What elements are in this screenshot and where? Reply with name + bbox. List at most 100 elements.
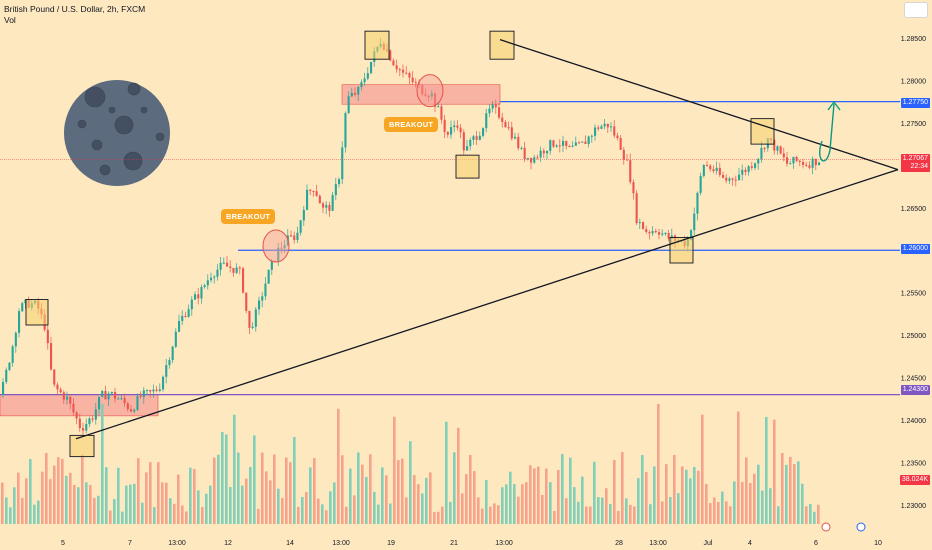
candle-body (306, 189, 309, 210)
candle-body (110, 391, 113, 394)
candle-body (798, 160, 801, 162)
candle-body (117, 398, 120, 400)
candle-body (485, 113, 488, 129)
volume-bar (269, 480, 272, 524)
volume-bar (753, 473, 756, 524)
candle-body (315, 191, 318, 196)
candle-body (184, 315, 187, 317)
volume-bar (141, 502, 144, 524)
candle-body (581, 141, 584, 143)
candle-body (101, 390, 104, 397)
volume-bar (377, 504, 380, 524)
projection-arrow-head (827, 100, 841, 111)
volume-bar (153, 507, 156, 524)
candle-body (558, 145, 561, 147)
volume-bar (113, 499, 116, 524)
candle-body (536, 157, 539, 159)
volume-bar (677, 493, 680, 524)
volume-bar (121, 511, 124, 524)
candle-body (139, 396, 142, 398)
candle-body (91, 418, 94, 420)
candle-body (702, 164, 705, 176)
candle-body (574, 142, 577, 146)
candle-body (802, 161, 805, 165)
volume-bar (325, 510, 328, 524)
candle-body (440, 106, 443, 120)
volume-bar (573, 487, 576, 524)
candle-body (5, 369, 8, 383)
candle-body (779, 146, 782, 154)
candle-body (194, 294, 197, 300)
volume-bar (653, 466, 656, 524)
volume-bar (337, 408, 340, 524)
candle-body (270, 260, 273, 270)
candle-body (514, 136, 517, 139)
candle-body (309, 189, 312, 191)
candle-body (123, 398, 126, 404)
candle-body (722, 174, 725, 178)
volume-bar (789, 456, 792, 524)
volume-bar (609, 503, 612, 524)
candle-body (267, 269, 270, 284)
volume-bar (277, 488, 280, 524)
candle-body (635, 193, 638, 224)
volume-bar (445, 421, 448, 524)
volume-bar (105, 467, 108, 524)
volume-bar (781, 452, 784, 524)
volume-bar (709, 503, 712, 524)
candle-body (178, 320, 181, 332)
volume-bar (349, 468, 352, 524)
candle-body (763, 147, 766, 149)
candle-body (216, 269, 219, 277)
volume-bar (181, 505, 184, 524)
volume-bar (81, 454, 84, 524)
volume-bar (605, 488, 608, 524)
volume-bar (13, 487, 16, 524)
volume-bar (441, 506, 444, 524)
volume-bar (73, 484, 76, 524)
breakout-circle (416, 74, 444, 108)
candle-body (395, 65, 398, 70)
candle-body (261, 296, 264, 301)
candle-body (510, 127, 513, 139)
volume-bar (261, 452, 264, 524)
candle-body (578, 142, 581, 144)
candle-body (654, 231, 657, 233)
candle-body (318, 195, 321, 204)
volume-bar (629, 504, 632, 524)
candle-body (731, 178, 734, 180)
candle-body (94, 409, 97, 420)
volume-bar (45, 452, 48, 524)
volume-bar (397, 460, 400, 524)
volume-bar (461, 493, 464, 524)
candle-body (8, 362, 11, 370)
chart-settings-button[interactable] (904, 2, 928, 18)
candle-body (130, 409, 133, 412)
candle-body (149, 390, 152, 392)
volume-bar (601, 497, 604, 524)
candle-body (66, 396, 69, 400)
volume-bar (213, 457, 216, 524)
candle-body (174, 331, 177, 347)
candle-body (501, 117, 504, 123)
volume-bar (209, 485, 212, 524)
candle-body (24, 299, 27, 304)
candle-body (21, 303, 24, 312)
candle-body (341, 147, 344, 180)
candle-body (213, 276, 216, 278)
candle-body (53, 369, 56, 385)
event-flag-icon (856, 522, 866, 532)
volume-bar (217, 454, 220, 524)
volume-bar (249, 466, 252, 524)
candle-body (181, 315, 184, 321)
candle-body (107, 393, 110, 400)
volume-bar (553, 510, 556, 524)
candle-body (690, 230, 693, 240)
candle-body (238, 267, 241, 269)
candle-body (50, 343, 53, 370)
volume-bar (305, 492, 308, 524)
price-axis-label: 1.25000 (901, 333, 926, 340)
volume-bar (697, 470, 700, 524)
